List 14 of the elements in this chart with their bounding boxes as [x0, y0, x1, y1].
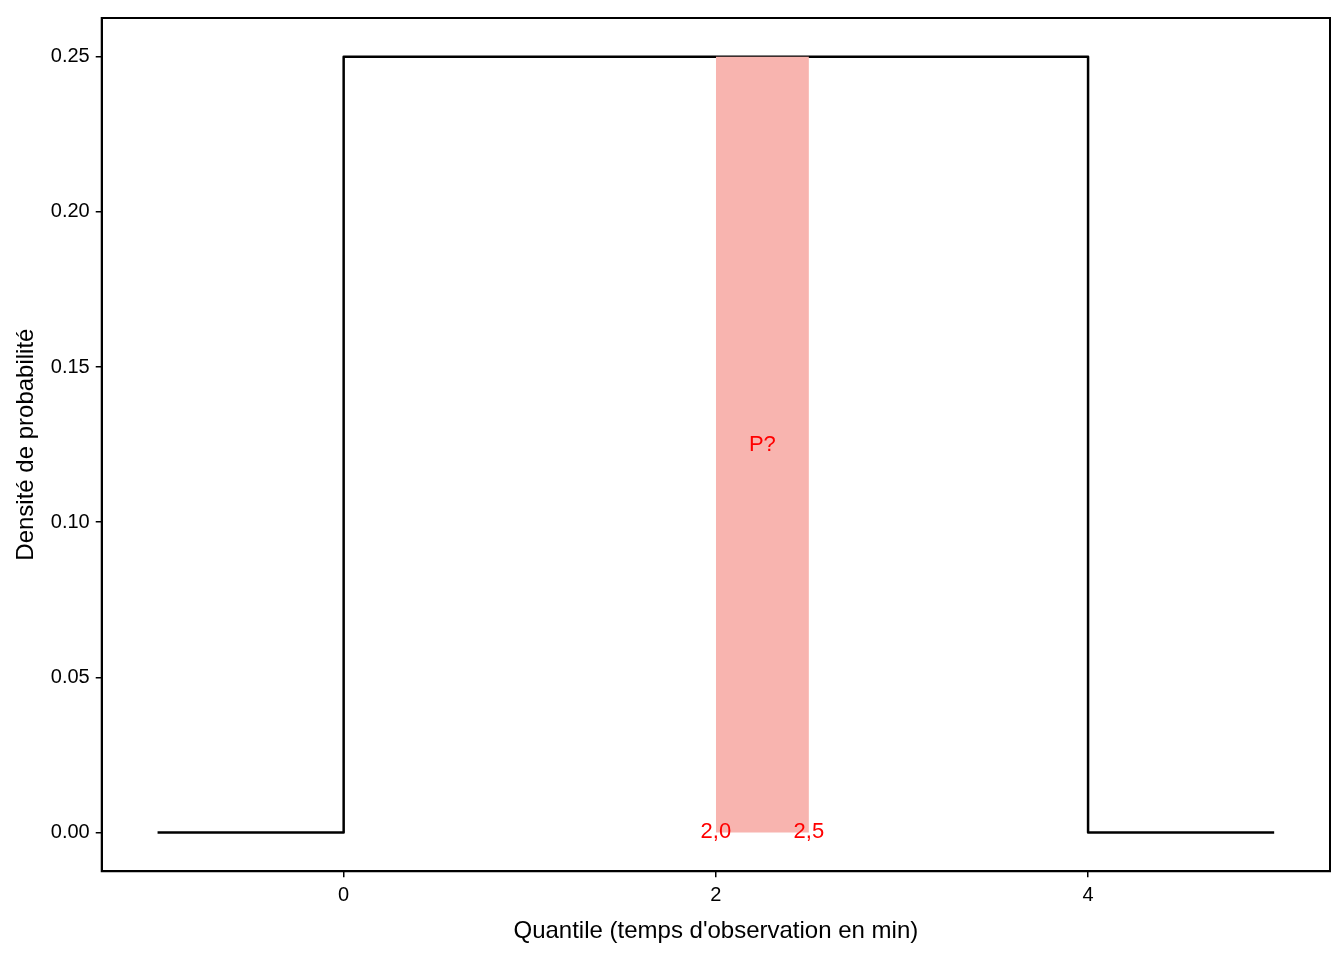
y-tick-label: 0.00 [50, 819, 90, 842]
x-axis-title: Quantile (temps d'observation en min) [513, 916, 919, 944]
y-tick-label: 0.20 [50, 199, 90, 222]
x-tick-label: 2 [710, 882, 722, 905]
y-tick-label: 0.15 [50, 354, 90, 377]
annotation: 2,0 [700, 818, 732, 844]
x-tick-label: 0 [338, 882, 350, 905]
y-tick-label: 0.05 [50, 664, 90, 687]
y-tick-label: 0.25 [50, 44, 90, 67]
annotation: 2,5 [793, 818, 825, 844]
y-tick-label: 0.10 [50, 509, 90, 532]
y-axis-title: Densité de probabilité [11, 328, 39, 561]
x-tick-label: 4 [1082, 882, 1094, 905]
annotation: P? [748, 430, 776, 456]
